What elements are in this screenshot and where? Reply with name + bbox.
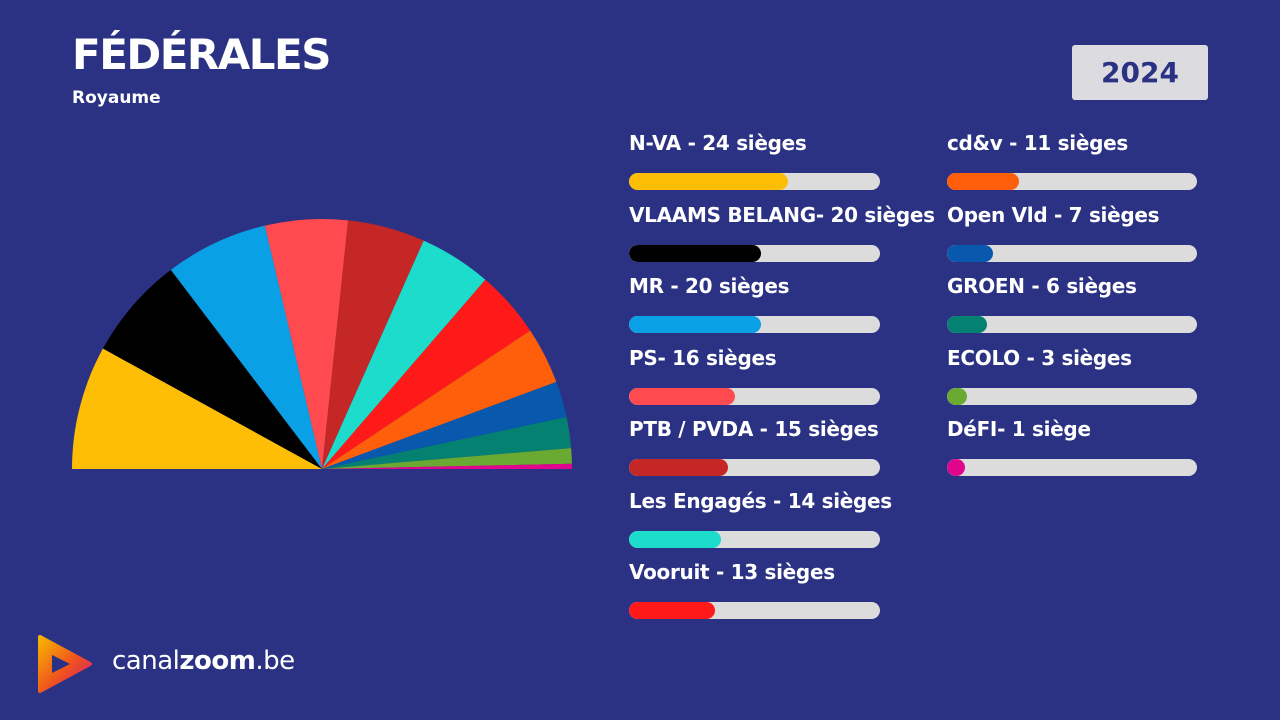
party-bar-track [629, 530, 880, 548]
party-label: MR - 20 sièges [629, 274, 790, 298]
party-bar-track [629, 602, 880, 619]
party-bar-track [947, 173, 1197, 190]
party-label: Vooruit - 13 sièges [629, 560, 835, 584]
party-item: ECOLO - 3 sièges [947, 346, 1202, 414]
hemicycle-slice-8 [322, 381, 567, 469]
party-bar-fill [629, 387, 735, 405]
hemicycle-slice-11 [322, 463, 573, 469]
party-item: cd&v - 11 sièges [947, 131, 1202, 199]
party-bar-fill [629, 173, 788, 190]
hemicycle-slice-1 [102, 269, 322, 469]
party-label: PS- 16 sièges [629, 345, 777, 370]
party-bar-track [629, 244, 880, 262]
brand-part-2: zoom [179, 646, 256, 676]
party-bar-track [629, 387, 880, 405]
party-bar-track [947, 387, 1197, 405]
party-item: PS- 16 sièges [629, 346, 884, 414]
hemicycle-slice-10 [322, 448, 572, 469]
party-label: Open Vld - 7 sièges [947, 202, 1160, 227]
hemicycle-slice-6 [322, 279, 531, 469]
party-item: GROEN - 6 sièges [947, 274, 1202, 342]
party-item: Open Vld - 7 sièges [947, 203, 1202, 271]
party-bar-fill [629, 530, 722, 548]
party-bar-fill [947, 316, 987, 333]
party-bar-fill [947, 173, 1020, 190]
party-item: VLAAMS BELANG- 20 sièges [629, 203, 935, 271]
party-bar-track [947, 459, 1197, 476]
party-item: Vooruit - 13 sièges [629, 560, 884, 628]
party-bar-fill [629, 602, 715, 619]
hemicycle-slice-9 [322, 417, 572, 469]
party-label: N-VA - 24 sièges [629, 131, 807, 155]
page-subtitle: Royaume [72, 88, 161, 108]
party-item: DéFI- 1 siège [947, 417, 1202, 485]
brand-name[interactable]: canalzoom.be [112, 646, 295, 676]
brand-part-3: .be [255, 646, 295, 676]
party-bar-track [947, 244, 1197, 262]
party-label: VLAAMS BELANG- 20 sièges [629, 202, 935, 227]
hemicycle-slice-0 [72, 348, 322, 469]
hemicycle-slice-4 [322, 220, 424, 469]
party-bar-track [629, 173, 880, 190]
hemicycle-slice-3 [264, 219, 349, 469]
party-bar-fill [947, 387, 967, 405]
party-bar-fill [629, 316, 762, 333]
party-label: DéFI- 1 siège [947, 417, 1091, 441]
hemicycle-slice-7 [322, 330, 557, 469]
party-bar-track [947, 316, 1197, 333]
year-badge: 2024 [1072, 45, 1208, 100]
hemicycle-slice-2 [170, 225, 322, 469]
party-bar-fill [629, 244, 762, 262]
brand-part-1: canal [112, 646, 180, 676]
year-label: 2024 [1101, 56, 1179, 89]
party-bar-track [629, 316, 880, 333]
party-label: PTB / PVDA - 15 sièges [629, 417, 879, 441]
party-item: Les Engagés - 14 sièges [629, 489, 892, 557]
page-title: FÉDÉRALES [72, 30, 331, 79]
hemicycle-slice-5 [322, 240, 486, 469]
party-label: Les Engagés - 14 sièges [629, 488, 892, 513]
party-bar-track [629, 459, 880, 476]
party-item: N-VA - 24 sièges [629, 131, 884, 199]
party-label: cd&v - 11 sièges [947, 131, 1128, 155]
party-bar-fill [629, 459, 729, 476]
party-item: PTB / PVDA - 15 sièges [629, 417, 884, 485]
play-icon [38, 635, 92, 693]
party-label: ECOLO - 3 sièges [947, 345, 1132, 370]
party-bar-fill [947, 459, 965, 476]
party-item: MR - 20 sièges [629, 274, 884, 342]
party-bar-fill [947, 244, 993, 262]
party-label: GROEN - 6 sièges [947, 274, 1137, 298]
